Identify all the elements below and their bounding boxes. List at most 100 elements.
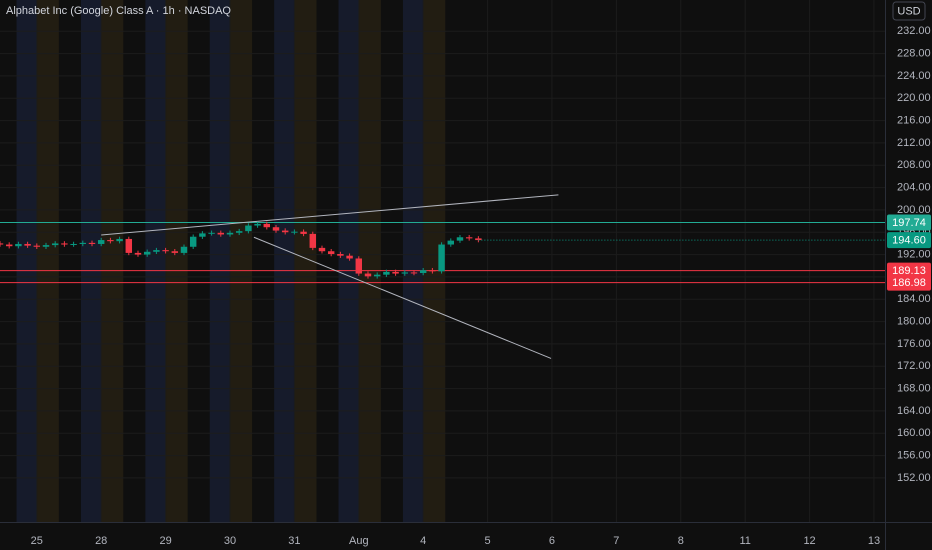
y-tick-label: 176.00 [897,338,931,350]
price-label: 186.98 [892,277,926,289]
session-bands [16,0,446,522]
pre-market-band [101,0,124,522]
pre-market-band [165,0,188,522]
post-market-band [16,0,37,522]
price-label: 194.60 [892,234,926,246]
candle-body [42,245,50,247]
plot [0,194,885,359]
axes: 152.00 156.00 160.00 164.00 168.00 172.00 176.… [31,25,931,547]
x-tick-label: Aug [349,535,369,547]
post-market-band [402,0,424,522]
candle-body [0,243,4,245]
price-label-box [887,214,931,231]
candle-body [153,250,160,252]
y-tick-label: 192.00 [897,248,931,260]
post-market-band [80,0,102,522]
candle-body [327,251,335,255]
candle-body [51,243,59,246]
price-label: 197.74 [892,217,926,229]
price-label-box [887,232,931,249]
candle-body [134,252,142,255]
candle-body [309,233,317,248]
candle-body [475,238,482,241]
x-tick-label: 11 [739,535,750,547]
y-tick-label: 220.00 [897,92,931,104]
candle-body [281,230,289,233]
candle-body [217,232,225,235]
trend-line [253,236,552,359]
x-tick-label: 5 [485,535,491,547]
candle-body [5,244,13,247]
pre-market-band [229,0,253,522]
candle-body [70,243,77,245]
x-tick-label: 29 [159,535,171,547]
y-tick-label: 164.00 [897,405,931,417]
candle-body [373,274,381,277]
candle-body [318,247,326,252]
candle-body [107,240,114,242]
candle-body [383,271,390,275]
candle-body [24,243,31,246]
candle-body [171,251,179,253]
candle-body [364,273,372,277]
x-tick-label: 4 [420,535,426,547]
candle-body [410,272,418,274]
y-tick-label: 160.00 [897,427,931,439]
grid [0,0,885,522]
candle-body [272,227,280,231]
post-market-band [145,0,166,522]
x-tick-label: 6 [549,535,555,547]
candle-body [465,237,473,239]
currency-button[interactable] [892,1,926,21]
y-tick-label: 228.00 [897,48,931,60]
candle-body [456,237,464,241]
candle-body [116,238,123,242]
candle-body [143,251,151,255]
y-tick-label: 184.00 [897,293,931,305]
candle-body [346,255,353,259]
candle-body [226,232,234,235]
price-label-box [887,274,931,291]
x-tick-label: 13 [868,535,880,547]
candle-body [355,258,363,274]
x-tick-label: 8 [678,535,684,547]
y-tick-label: 212.00 [897,137,931,149]
y-tick-label: 152.00 [897,472,931,484]
candle-body [162,250,169,252]
candle-body [419,270,427,274]
x-tick-label: 12 [803,535,815,547]
candle-body [429,270,436,272]
candle-body [438,244,445,272]
y-tick-label: 208.00 [897,159,931,171]
pre-market-band [358,0,381,522]
x-tick-label: 7 [613,535,619,547]
y-tick-label: 168.00 [897,382,931,394]
candle-body [235,231,243,233]
candle-body [263,223,271,228]
price-label: 189.13 [892,265,926,277]
x-tick-label: 31 [288,535,300,547]
x-tick-label: 30 [224,535,236,547]
candle-body [88,242,96,244]
pre-market-band [423,0,446,522]
candle-body [61,243,68,245]
candle-body [97,240,105,244]
candle-body [245,225,252,232]
y-tick-label: 156.00 [897,449,931,461]
post-market-band [338,0,359,522]
y-tick-label: 232.00 [897,25,931,37]
candle-body [15,243,22,247]
y-tick-label: 172.00 [897,360,931,372]
y-tick-label: 180.00 [897,315,931,327]
candle-body [180,246,188,253]
candle-body [79,242,87,244]
pre-market-band [36,0,59,522]
candle-body [291,231,298,233]
candle-body [447,240,454,245]
x-tick-label: 28 [95,535,107,547]
price-label-box [887,262,931,279]
pre-market-band [294,0,317,522]
currency-label[interactable]: USD [897,5,920,17]
